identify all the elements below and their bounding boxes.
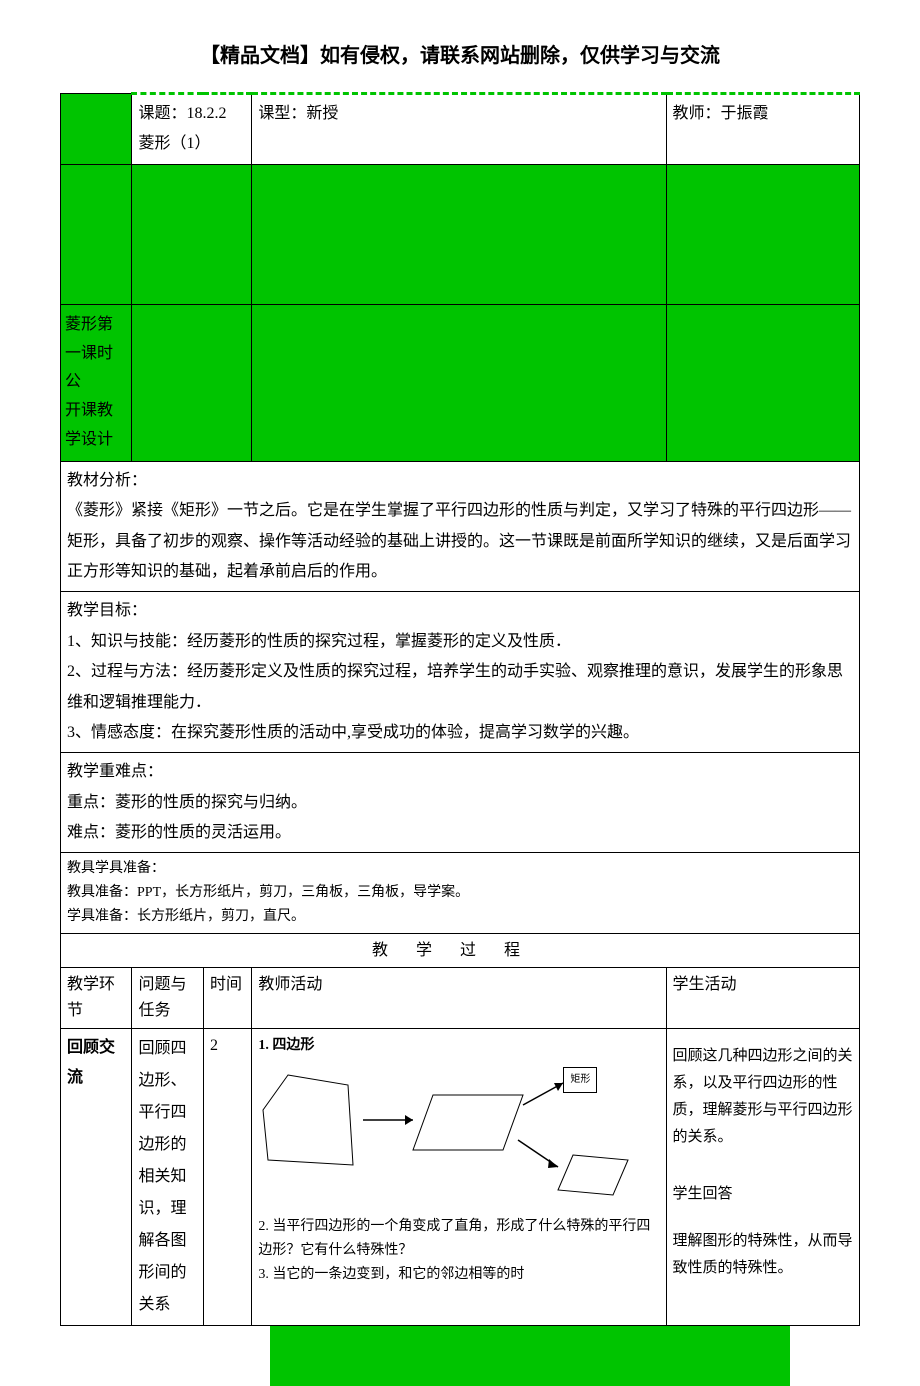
material-label: 教材分析： [67,466,853,496]
goals: 教学目标： 1、知识与技能：经历菱形的性质的探究过程，掌握菱形的定义及性质． 2… [61,592,860,753]
teacher-activity-cell: 1. 四边形 [252,1028,666,1325]
col-task: 问题与任务 [132,968,203,1028]
arrow-head [405,1115,413,1125]
rhombus-shape [558,1155,628,1195]
arrow-head-3 [548,1159,558,1168]
teacher-q3: 3. 当它的一条边变到，和它的邻边相等的时 [258,1263,659,1287]
type-cell: 课型：新授 [252,94,666,165]
stage-cell: 回顾交流 [61,1028,132,1325]
key-1: 重点：菱形的性质的探究与归纳。 [67,788,853,818]
green-cell [252,304,666,461]
col-teacher: 教师活动 [252,968,666,1028]
left-title-row: 菱形第一课时公 开课教学设计 [61,304,860,461]
process-row-1: 回顾交流 回顾四边形、平行四边形的相关知识，理解各图形间的关系 2 1. 四边形 [61,1028,860,1325]
col-stage: 教学环节 [61,968,132,1028]
teacher-q2: 2. 当平行四边形的一个角变成了直角，形成了什么特殊的平行四边形？它有什么特殊性… [258,1215,659,1263]
key-points-row: 教学重难点： 重点：菱形的性质的探究与归纳。 难点：菱形的性质的灵活运用。 [61,753,860,853]
goals-row: 教学目标： 1、知识与技能：经历菱形的性质的探究过程，掌握菱形的定义及性质． 2… [61,592,860,753]
key-points: 教学重难点： 重点：菱形的性质的探究与归纳。 难点：菱形的性质的灵活运用。 [61,753,860,853]
lesson-title: 菱形第一课时公 开课教学设计 [61,304,132,461]
teacher-cell: 教师：于振霞 [666,94,859,165]
goal-label: 教学目标： [67,596,853,626]
student-p3: 理解图形的特殊性，从而导致性质的特殊性。 [673,1228,853,1282]
green-footer [270,1326,790,1386]
key-2: 难点：菱形的性质的灵活运用。 [67,818,853,848]
green-cell [132,164,252,304]
topic-label: 课题： [138,105,186,122]
green-cell [61,94,132,165]
student-p1: 回顾这几种四边形之间的关系，以及平行四边形的性质，理解菱形与平行四边形的关系。 [673,1043,853,1151]
rect-label-box: 矩形 [563,1067,597,1093]
green-cell [252,164,666,304]
teacher-q1: 1. 四边形 [258,1035,314,1057]
lesson-plan-table: 课题：18.2.2 菱形（1） 课型：新授 教师：于振霞 菱形第一课时公 开课教… [60,92,860,1326]
material-body: 《菱形》紧接《矩形》一节之后。它是在学生掌握了平行四边形的性质与判定，又学习了特… [67,496,853,587]
prep-1: 教具准备：PPT，长方形纸片，剪刀，三角板，三角板，导学案。 [67,881,853,905]
task-cell: 回顾四边形、平行四边形的相关知识，理解各图形间的关系 [132,1028,203,1325]
header-row: 课题：18.2.2 菱形（1） 课型：新授 教师：于振霞 [61,94,860,165]
goal-3: 3、情感态度：在探究菱形性质的活动中,享受成功的体验，提高学习数学的兴趣。 [67,718,853,748]
process-header: 教学过程 [61,933,860,968]
prep: 教具学具准备： 教具准备：PPT，长方形纸片，剪刀，三角板，三角板，导学案。 学… [61,853,860,933]
lesson-title-l2: 开课教学设计 [65,397,127,455]
green-cell [61,164,132,304]
spacer-row [61,164,860,304]
process-header-row: 教学过程 [61,933,860,968]
type-value: 新授 [306,105,338,122]
prep-label: 教具学具准备： [67,857,853,881]
student-p2: 学生回答 [673,1181,853,1208]
prep-2: 学具准备：长方形纸片，剪刀，直尺。 [67,905,853,929]
material-analysis: 教材分析： 《菱形》紧接《矩形》一节之后。它是在学生掌握了平行四边形的性质与判定… [61,461,860,592]
shapes-diagram: 矩形 [258,1065,638,1205]
col-student: 学生活动 [666,968,859,1028]
quadrilateral-shape [263,1075,353,1165]
student-activity-cell: 回顾这几种四边形之间的关系，以及平行四边形的性质，理解菱形与平行四边形的关系。 … [666,1028,859,1325]
goal-1: 1、知识与技能：经历菱形的性质的探究过程，掌握菱形的定义及性质． [67,627,853,657]
page-title: 【精品文档】如有侵权，请联系网站删除，仅供学习与交流 [60,40,860,72]
prep-row: 教具学具准备： 教具准备：PPT，长方形纸片，剪刀，三角板，三角板，导学案。 学… [61,853,860,933]
teacher-label: 教师： [673,105,721,122]
material-analysis-row: 教材分析： 《菱形》紧接《矩形》一节之后。它是在学生掌握了平行四边形的性质与判定… [61,461,860,592]
goal-2: 2、过程与方法：经历菱形定义及性质的探究过程，培养学生的动手实验、观察推理的意识… [67,657,853,718]
teacher-value: 于振霞 [721,105,769,122]
type-label: 课型： [258,105,306,122]
time-cell: 2 [203,1028,251,1325]
process-columns-row: 教学环节 问题与任务 时间 教师活动 学生活动 [61,968,860,1028]
parallelogram-shape [413,1095,523,1150]
key-label: 教学重难点： [67,757,853,787]
green-cell [132,304,252,461]
topic-cell: 课题：18.2.2 菱形（1） [132,94,252,165]
col-time: 时间 [203,968,251,1028]
lesson-title-l1: 菱形第一课时公 [65,311,127,397]
green-cell [666,304,859,461]
green-cell [666,164,859,304]
